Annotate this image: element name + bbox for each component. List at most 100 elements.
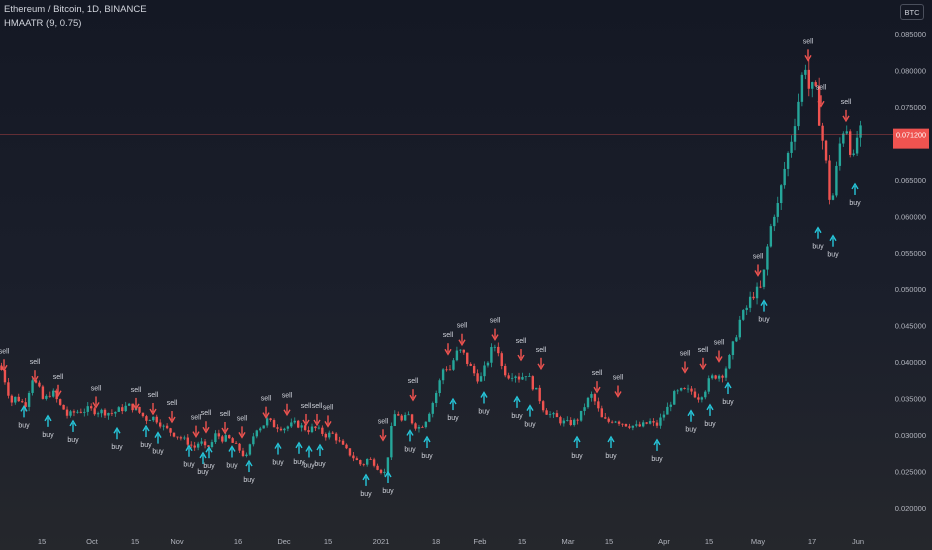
sell-arrowhead-icon — [324, 421, 332, 428]
x-tick-label: 17 — [808, 537, 816, 546]
candle-down — [7, 382, 10, 396]
sell-arrowhead-icon — [202, 426, 210, 434]
buy-label: buy — [511, 413, 523, 420]
candle-down — [79, 411, 83, 413]
candle-up — [586, 397, 590, 408]
candle-down — [469, 363, 472, 366]
x-tick-label: Jun — [852, 537, 864, 546]
candle-down — [828, 160, 831, 200]
candle-up — [648, 421, 652, 424]
sell-label: sell — [237, 415, 248, 422]
candle-up — [842, 133, 845, 144]
candle-down — [348, 448, 352, 456]
candle-up — [224, 435, 227, 442]
candle-down — [121, 407, 124, 412]
candle-down — [693, 391, 697, 398]
buy-arrowhead-icon — [305, 445, 313, 452]
sell-label: sell — [680, 350, 691, 357]
buy-arrowhead-icon — [851, 182, 859, 190]
candle-down — [421, 427, 424, 428]
sell-arrowhead-icon — [132, 403, 140, 411]
candle-up — [248, 444, 252, 455]
buy-label: buy — [478, 409, 490, 416]
candle-up — [676, 390, 679, 392]
candle-down — [155, 416, 158, 423]
y-tick-label: 0.065000 — [895, 176, 926, 185]
candle-up — [711, 375, 714, 379]
y-tick-label: 0.040000 — [895, 358, 926, 367]
sell-label: sell — [30, 359, 41, 366]
sell-arrowhead-icon — [614, 391, 622, 398]
candle-down — [607, 418, 610, 422]
candle-up — [748, 296, 752, 308]
indicator-label[interactable]: HMAATR (9, 0.75) — [4, 18, 82, 29]
buy-label: buy — [140, 442, 152, 449]
sell-label: sell — [0, 348, 10, 355]
candle-up — [717, 375, 721, 379]
candle-up — [535, 387, 538, 390]
sell-arrowhead-icon — [817, 100, 825, 108]
candle-up — [762, 269, 766, 287]
candle-up — [835, 165, 838, 196]
buy-label: buy — [197, 469, 209, 476]
candle-up — [773, 216, 776, 227]
candle-up — [642, 422, 645, 427]
candle-up — [735, 337, 738, 342]
buy-label: buy — [18, 422, 30, 429]
candle-down — [48, 395, 51, 397]
buy-arrowhead-icon — [316, 443, 324, 451]
candle-up — [117, 407, 120, 412]
candle-down — [38, 382, 41, 387]
legend: Ethereum / Bitcoin, 1D, BINANCE HMAATR (… — [4, 3, 147, 31]
sell-arrowhead-icon — [221, 427, 229, 435]
candle-up — [214, 433, 217, 443]
candle-down — [821, 125, 824, 141]
sell-arrowhead-icon — [54, 390, 62, 398]
sell-label: sell — [53, 374, 64, 381]
candle-down — [90, 406, 93, 409]
buy-label: buy — [722, 399, 734, 406]
x-tick-label: Dec — [277, 537, 291, 546]
candle-up — [100, 409, 103, 414]
candle-down — [507, 375, 510, 379]
sell-arrowhead-icon — [192, 431, 200, 438]
currency-badge[interactable]: BTC — [900, 4, 924, 20]
candle-up — [859, 125, 862, 138]
candle-up — [755, 286, 759, 299]
candle-down — [817, 85, 821, 126]
candle-down — [410, 414, 414, 424]
candle-down — [314, 426, 317, 429]
candle-up — [96, 413, 100, 415]
sell-label: sell — [714, 340, 725, 347]
buy-arrowhead-icon — [607, 435, 615, 443]
candle-down — [234, 442, 238, 444]
candle-up — [114, 411, 117, 414]
candle-up — [552, 413, 555, 415]
buy-label: buy — [360, 491, 372, 498]
candle-up — [766, 246, 769, 270]
buy-arrowhead-icon — [228, 445, 236, 452]
candle-down — [497, 346, 500, 354]
candle-down — [397, 414, 400, 416]
buy-arrowhead-icon — [69, 419, 77, 427]
candle-up — [293, 420, 296, 423]
buy-label: buy — [571, 453, 583, 460]
candle-up — [386, 457, 390, 472]
candle-down — [241, 450, 245, 457]
candle-down — [138, 406, 141, 413]
candle-up — [45, 395, 48, 399]
candle-down — [272, 420, 276, 428]
candle-up — [259, 428, 262, 431]
candle-down — [0, 365, 3, 370]
symbol-title[interactable]: Ethereum / Bitcoin, 1D, BINANCE — [4, 4, 147, 15]
candle-down — [714, 375, 717, 379]
candle-up — [566, 420, 569, 421]
y-tick-label: 0.025000 — [895, 468, 926, 477]
buy-arrowhead-icon — [295, 441, 303, 449]
sell-label: sell — [323, 404, 334, 411]
sell-label: sell — [167, 400, 178, 407]
candle-up — [769, 226, 773, 247]
candle-up — [780, 185, 783, 204]
